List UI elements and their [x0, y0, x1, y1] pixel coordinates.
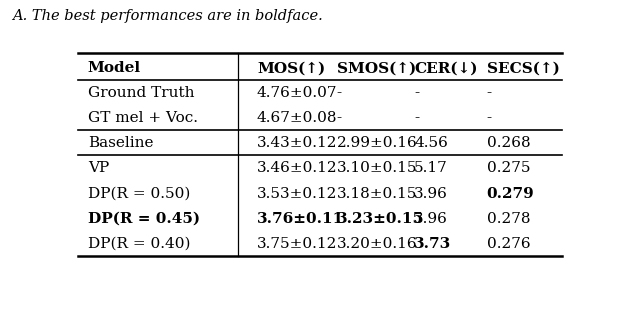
Text: 3.76±0.11: 3.76±0.11 [257, 212, 344, 226]
Text: 3.73: 3.73 [414, 237, 451, 251]
Text: 3.18±0.15: 3.18±0.15 [337, 187, 417, 201]
Text: 0.279: 0.279 [487, 187, 534, 201]
Text: 4.67±0.08: 4.67±0.08 [257, 111, 338, 125]
Text: MOS(↑): MOS(↑) [257, 61, 325, 75]
Text: DP(R = 0.40): DP(R = 0.40) [87, 237, 190, 251]
Text: 3.10±0.15: 3.10±0.15 [337, 162, 417, 175]
Text: 0.276: 0.276 [487, 237, 530, 251]
Text: -: - [487, 86, 492, 100]
Text: 4.76±0.07: 4.76±0.07 [257, 86, 338, 100]
Text: 2.99±0.16: 2.99±0.16 [337, 136, 417, 150]
Text: Ground Truth: Ground Truth [87, 86, 194, 100]
Text: SECS(↑): SECS(↑) [487, 61, 560, 75]
Text: Baseline: Baseline [87, 136, 153, 150]
Text: -: - [337, 86, 342, 100]
Text: 3.53±0.12: 3.53±0.12 [257, 187, 338, 201]
Text: 3.46±0.12: 3.46±0.12 [257, 162, 338, 175]
Text: -: - [414, 111, 419, 125]
Text: 0.275: 0.275 [487, 162, 530, 175]
Text: 3.20±0.16: 3.20±0.16 [337, 237, 417, 251]
Text: VP: VP [87, 162, 109, 175]
Text: 0.268: 0.268 [487, 136, 530, 150]
Text: 3.43±0.12: 3.43±0.12 [257, 136, 338, 150]
Text: A. The best performances are in boldface.: A. The best performances are in boldface… [12, 9, 323, 23]
Text: 5.17: 5.17 [414, 162, 448, 175]
Text: -: - [337, 111, 342, 125]
Text: 3.96: 3.96 [414, 187, 448, 201]
Text: -: - [414, 86, 419, 100]
Text: GT mel + Voc.: GT mel + Voc. [87, 111, 198, 125]
Text: 4.56: 4.56 [414, 136, 448, 150]
Text: DP(R = 0.50): DP(R = 0.50) [87, 187, 190, 201]
Text: SMOS(↑): SMOS(↑) [337, 61, 416, 75]
Text: 0.278: 0.278 [487, 212, 530, 226]
Text: DP(R = 0.45): DP(R = 0.45) [87, 212, 200, 226]
Text: 3.96: 3.96 [414, 212, 448, 226]
Text: 3.23±0.15: 3.23±0.15 [337, 212, 424, 226]
Text: -: - [487, 111, 492, 125]
Text: CER(↓): CER(↓) [414, 61, 477, 75]
Text: Model: Model [87, 61, 141, 75]
Text: 3.75±0.12: 3.75±0.12 [257, 237, 338, 251]
